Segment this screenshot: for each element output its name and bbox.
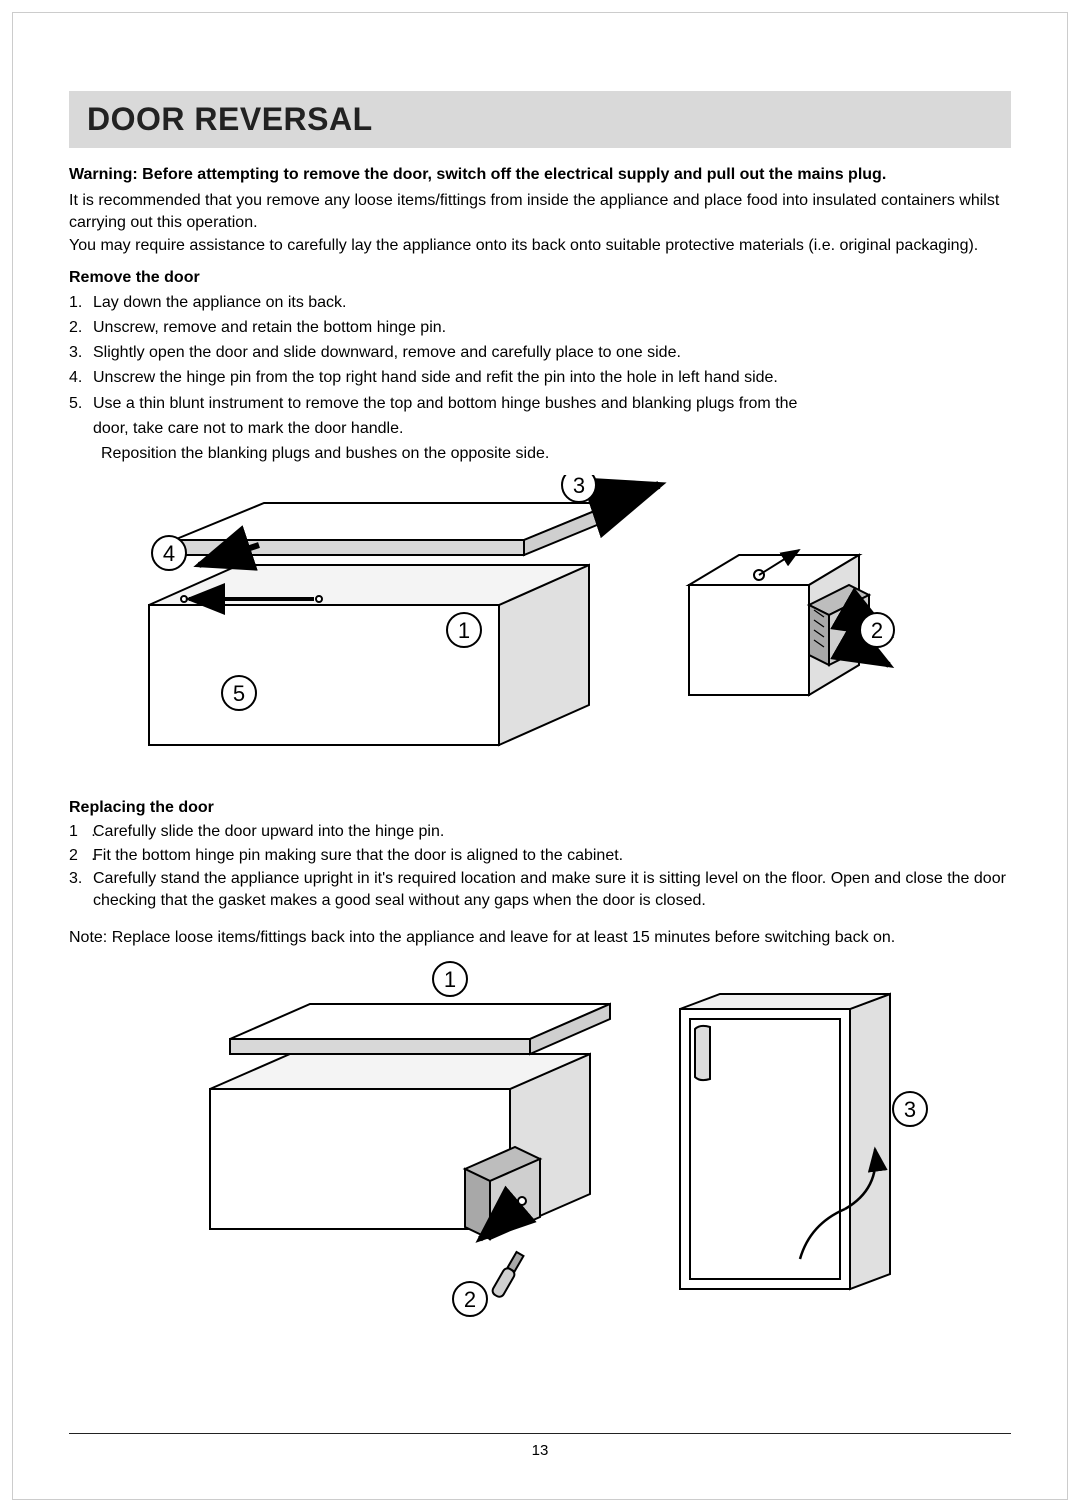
remove-door-heading: Remove the door — [69, 269, 1011, 287]
page-title: DOOR REVERSAL — [87, 101, 993, 138]
remove-step-4: Unscrew the hinge pin from the top right… — [69, 366, 1011, 389]
remove-step-5-text: Use a thin blunt instrument to remove th… — [93, 395, 797, 412]
replace-step-3: Carefully stand the appliance upright in… — [69, 868, 1011, 911]
remove-step-5-cont1: door, take care not to mark the door han… — [93, 417, 1011, 440]
page-frame: DOOR REVERSAL Warning: Before attempting… — [12, 12, 1068, 1500]
figure-replace-door: 1 2 3 — [69, 959, 1011, 1329]
intro-paragraph-1: It is recommended that you remove any lo… — [69, 190, 1011, 233]
figure-remove-door: 1 2 3 4 5 — [69, 475, 1011, 775]
warning-text: Warning: Before attempting to remove the… — [69, 166, 1011, 184]
page-footer: 13 — [69, 1433, 1011, 1459]
callout-1: 1 — [458, 618, 470, 643]
fig2-callout-1: 1 — [444, 967, 456, 992]
page-number: 13 — [532, 1442, 549, 1459]
note-text: Note: Replace loose items/fittings back … — [69, 929, 1011, 947]
remove-step-2: Unscrew, remove and retain the bottom hi… — [69, 316, 1011, 339]
fig2-callout-3: 3 — [904, 1097, 916, 1122]
remove-step-1: Lay down the appliance on its back. — [69, 291, 1011, 314]
remove-steps-list: Lay down the appliance on its back. Unsc… — [69, 291, 1011, 467]
remove-step-5-cont2: Reposition the blanking plugs and bushes… — [93, 442, 1011, 465]
replace-door-heading: Replacing the door — [69, 799, 1011, 817]
replace-step-1: Carefully slide the door upward into the… — [69, 821, 1011, 843]
replace-steps-list: Carefully slide the door upward into the… — [69, 821, 1011, 913]
callout-3: 3 — [573, 475, 585, 498]
intro-paragraph-2: You may require assistance to carefully … — [69, 235, 1011, 257]
title-bar: DOOR REVERSAL — [69, 91, 1011, 148]
remove-door-illustration: 1 2 3 4 5 — [69, 475, 949, 775]
replace-door-illustration: 1 2 3 — [150, 959, 930, 1329]
replace-step-2: Fit the bottom hinge pin making sure tha… — [69, 845, 1011, 867]
fig2-callout-2: 2 — [464, 1287, 476, 1312]
callout-2: 2 — [871, 618, 883, 643]
remove-step-3: Slightly open the door and slide downwar… — [69, 341, 1011, 364]
callout-4: 4 — [163, 541, 175, 566]
callout-5: 5 — [233, 681, 245, 706]
remove-step-5: Use a thin blunt instrument to remove th… — [69, 392, 1011, 466]
